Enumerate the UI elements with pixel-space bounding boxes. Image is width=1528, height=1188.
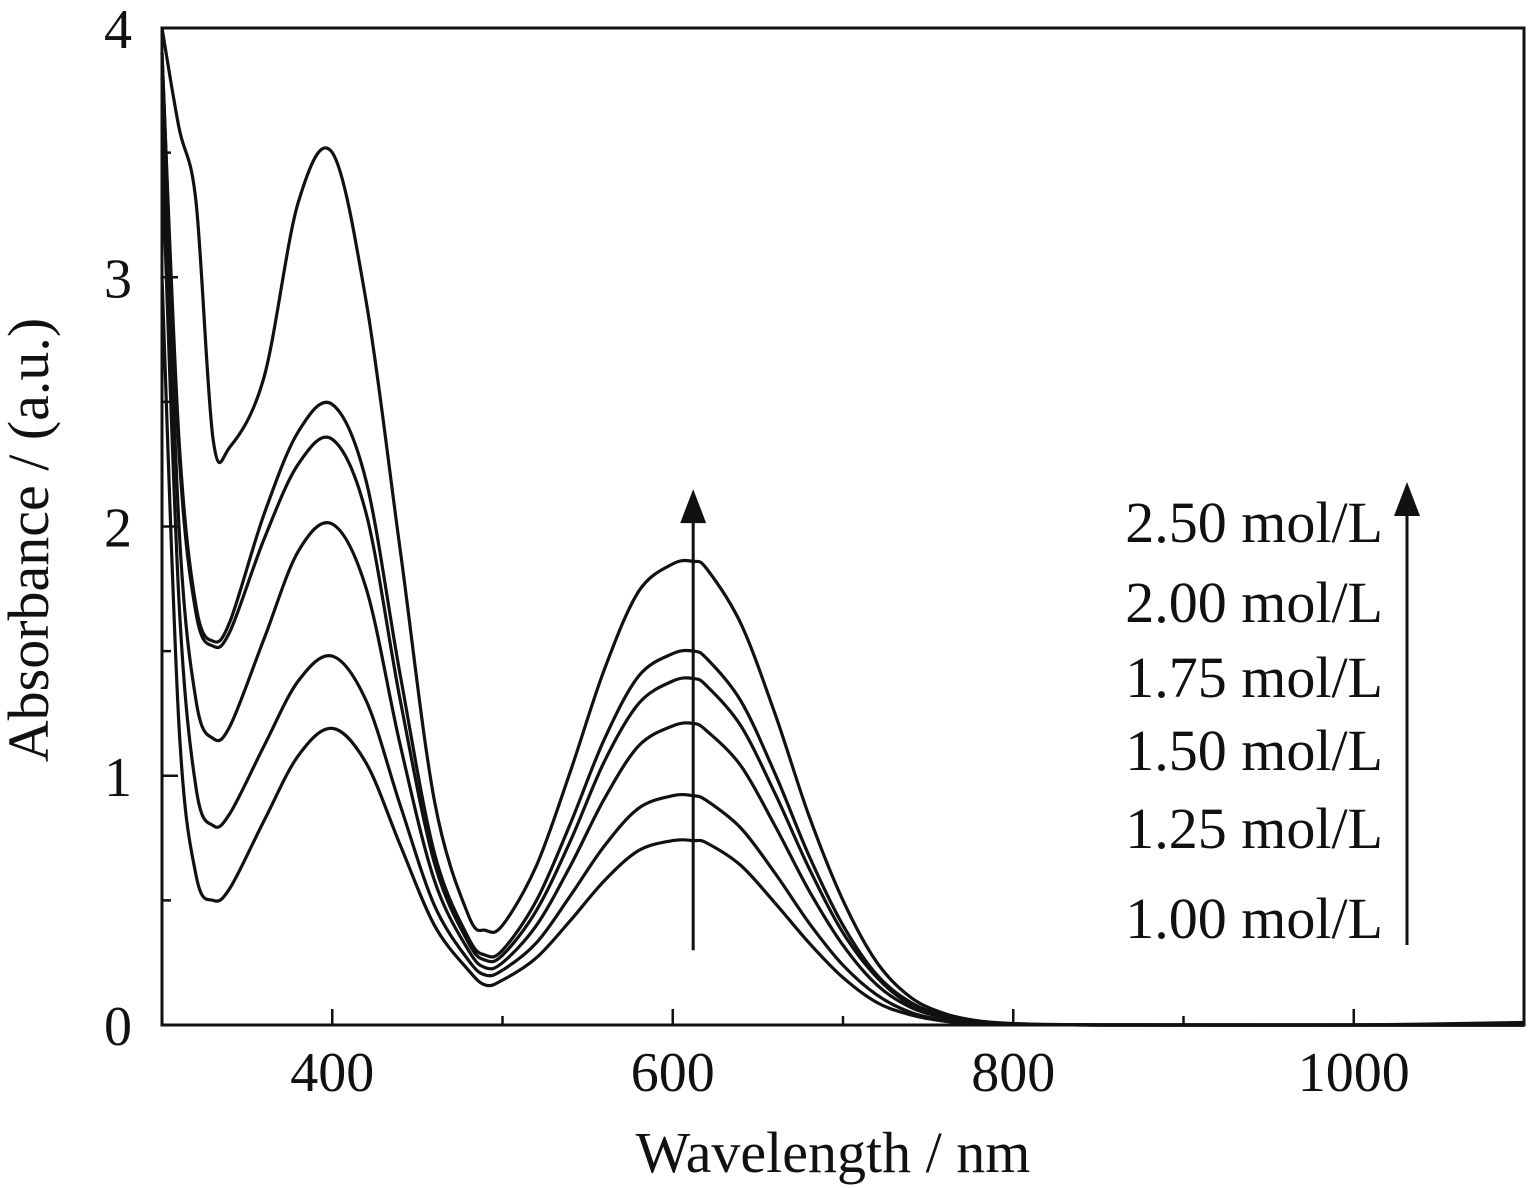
spectra-curves [160, 27, 1525, 1027]
y-axis-label: Absorbance / (a.u.) [0, 318, 61, 763]
legend-arrow-head [1394, 482, 1420, 516]
peak-arrow-head [680, 489, 707, 524]
x-axis-label: Wavelength / nm [636, 1120, 1031, 1185]
series-line-250 [160, 27, 1525, 1027]
concentration-label: 1.25 mol/L [1125, 796, 1383, 861]
tick-labels: 400 600 800 1000 0 1 2 3 4 [104, 0, 1410, 1104]
concentration-arrows [680, 482, 1420, 951]
concentration-label: 1.00 mol/L [1125, 886, 1383, 951]
y-tick-label: 1 [104, 747, 132, 809]
concentration-label: 1.50 mol/L [1125, 718, 1383, 783]
concentration-label: 1.75 mol/L [1125, 645, 1383, 710]
x-tick-label: 1000 [1298, 1042, 1410, 1104]
y-tick-label: 2 [104, 498, 132, 560]
y-tick-label: 0 [104, 996, 132, 1058]
concentration-label: 2.50 mol/L [1125, 490, 1383, 555]
x-tick-label: 400 [290, 1042, 374, 1104]
concentration-labels: 2.50 mol/L 2.00 mol/L 1.75 mol/L 1.50 mol/L… [1125, 490, 1383, 951]
y-tick-label: 3 [104, 248, 132, 310]
x-tick-label: 600 [631, 1042, 715, 1104]
x-tick-label: 800 [971, 1042, 1055, 1104]
concentration-label: 2.00 mol/L [1125, 570, 1383, 635]
y-tick-label: 4 [104, 0, 132, 61]
